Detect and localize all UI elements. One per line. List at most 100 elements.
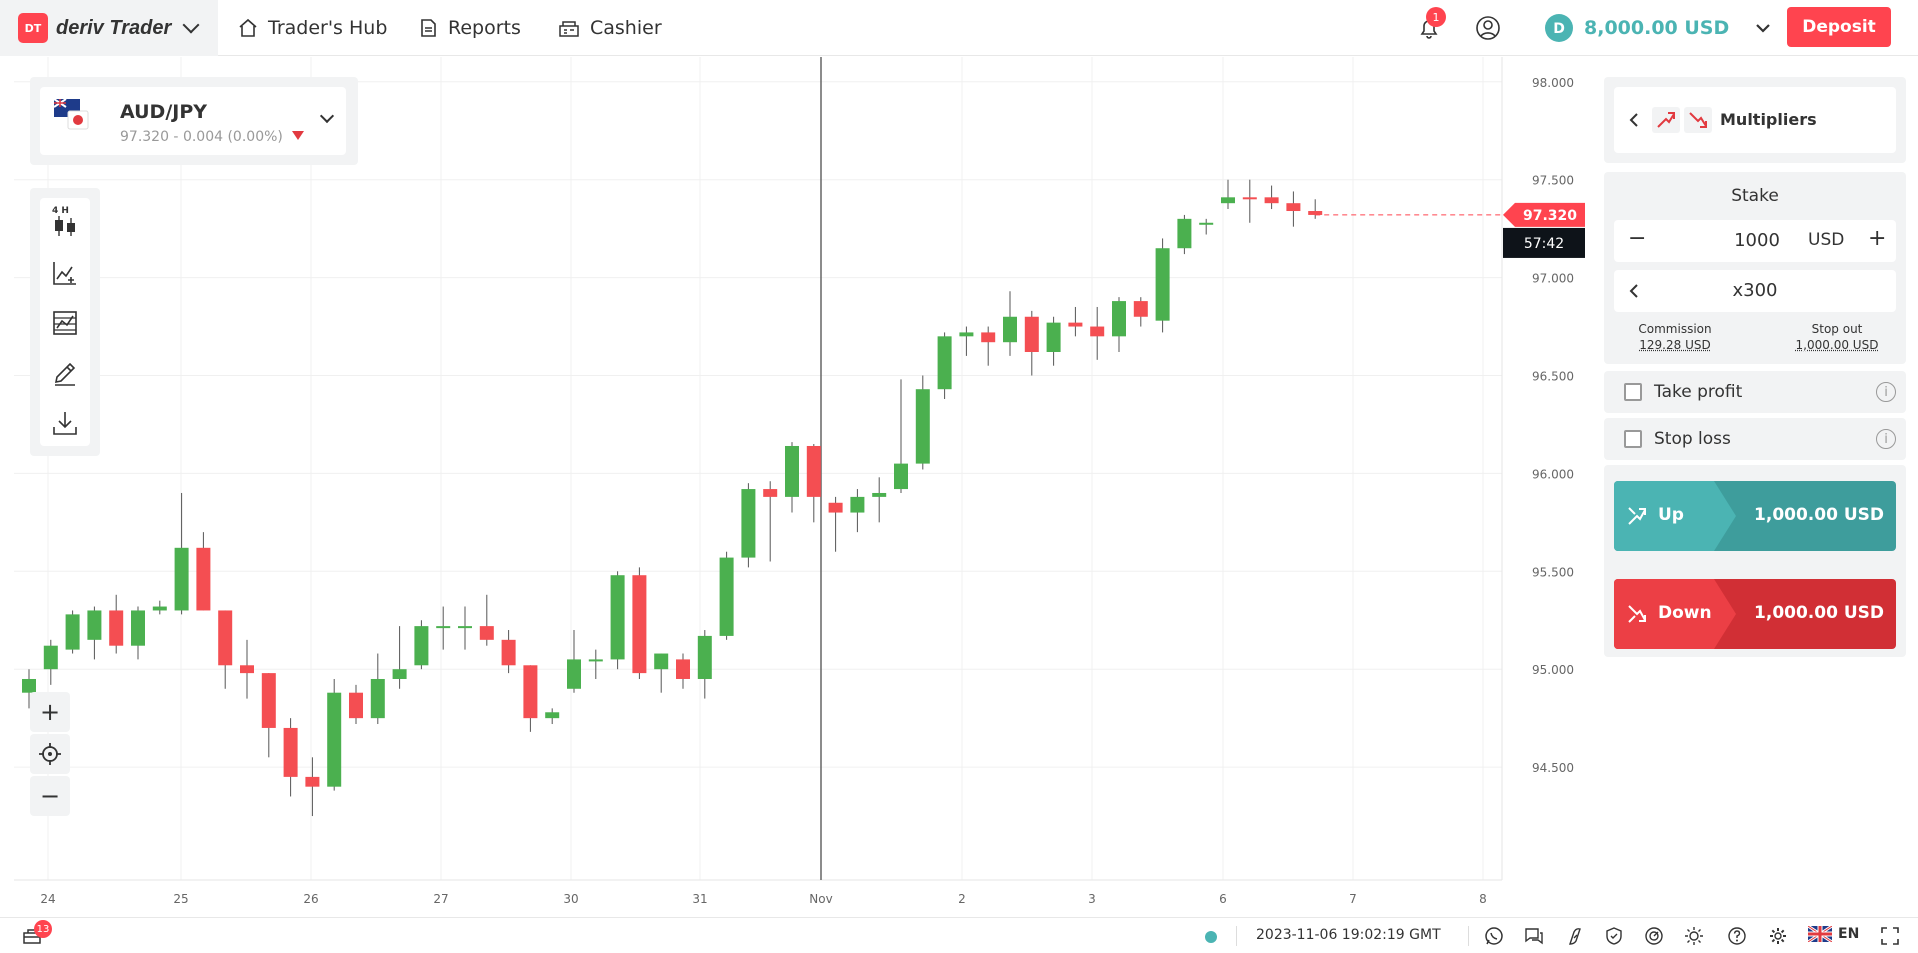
take-profit-label[interactable]: Take profit (1654, 382, 1743, 402)
buy-down-button[interactable]: Down 1,000.00 USD (1614, 579, 1896, 649)
candle-body (327, 692, 342, 787)
candle-body (65, 614, 80, 650)
nav-reports[interactable]: Reports (418, 0, 521, 56)
stake-container: Stake − 1000 USD + x300 Commission 129.2… (1604, 172, 1906, 364)
multiplier-down-icon (1628, 605, 1646, 623)
buy-down-background (1614, 579, 1736, 649)
candle-body (152, 606, 167, 611)
candle-body (763, 489, 778, 497)
account-balance-switcher[interactable]: D 8,000.00 USD (1544, 0, 1773, 56)
contract-type-container: Multipliers (1604, 77, 1906, 163)
candle-body (828, 502, 843, 513)
stake-input[interactable]: 1000 (1734, 230, 1780, 251)
home-icon (239, 18, 257, 37)
x-tick-label: 25 (173, 892, 188, 906)
candle-body (632, 575, 647, 674)
gauge-icon[interactable] (1644, 926, 1664, 946)
notification-badge: 1 (1426, 7, 1446, 27)
price-chart[interactable]: 98.000 97.500 97.000 96.500 96.000 95.500 95.0… (0, 57, 1600, 917)
candle-body (501, 639, 516, 666)
candle-body (1199, 222, 1214, 225)
y-tick-label: 95.000 (1532, 663, 1574, 677)
price-down-icon (292, 131, 305, 140)
stop-loss-label[interactable]: Stop loss (1654, 429, 1731, 449)
x-tick-label: 6 (1219, 892, 1227, 906)
multiplier-selector[interactable]: x300 (1614, 270, 1896, 312)
divider (1236, 926, 1237, 946)
zoom-in-button[interactable]: + (30, 692, 70, 732)
take-profit-checkbox[interactable] (1624, 383, 1642, 401)
templates-button[interactable] (50, 308, 80, 338)
stake-increase-button[interactable]: + (1868, 226, 1887, 251)
theme-sun-icon[interactable] (1684, 926, 1704, 946)
candle-body (196, 547, 211, 611)
chevron-left-icon[interactable] (1628, 112, 1640, 128)
symbol-selector-container: AUD/JPY 97.320 - 0.004 (0.00%) (30, 77, 358, 165)
download-button[interactable] (50, 408, 80, 438)
candle-body (719, 557, 734, 636)
y-tick-label: 96.000 (1532, 467, 1574, 481)
whatsapp-icon[interactable] (1484, 926, 1504, 946)
nav-label: Trader's Hub (268, 17, 388, 39)
candle-body (588, 659, 603, 662)
account-button[interactable] (1474, 0, 1502, 56)
candle-body (785, 445, 799, 497)
responsible-trading-icon[interactable] (1564, 926, 1584, 946)
nav-cashier[interactable]: Cashier (558, 0, 662, 56)
candle-body (1177, 218, 1192, 249)
symbol-selector[interactable]: AUD/JPY 97.320 - 0.004 (0.00%) (40, 87, 346, 155)
download-icon (53, 412, 77, 435)
candle-body (1090, 326, 1105, 337)
multiplier-up-icon (1652, 107, 1680, 133)
stake-currency: USD (1808, 230, 1845, 250)
account-balance: 8,000.00 USD (1584, 17, 1730, 39)
y-tick-label: 97.000 (1532, 272, 1574, 286)
stake-decrease-button[interactable]: − (1628, 226, 1647, 251)
candle-body (545, 712, 560, 719)
buy-down-label: Down (1658, 603, 1712, 623)
contract-type-selector[interactable]: Multipliers (1614, 87, 1896, 153)
app-switcher[interactable]: DT deriv Trader (0, 0, 218, 56)
buy-up-button[interactable]: Up 1,000.00 USD (1614, 481, 1896, 551)
positions-badge: 13 (34, 920, 52, 938)
y-tick-label: 95.500 (1532, 565, 1574, 579)
nav-traders-hub[interactable]: Trader's Hub (238, 0, 387, 56)
language-selector[interactable]: EN (1808, 926, 1859, 942)
footer: 13 2023-11-06 19:02:19 GMT EN (0, 917, 1918, 953)
x-tick-label: 27 (433, 892, 448, 906)
svg-text:D: D (1553, 21, 1565, 37)
purchase-container: Up 1,000.00 USD Down 1,000.00 USD (1604, 465, 1906, 657)
server-time: 2023-11-06 19:02:19 GMT (1256, 927, 1441, 943)
chart-type-button[interactable]: 4 H (50, 206, 80, 236)
buy-up-label: Up (1658, 505, 1684, 525)
countdown-label: 57:42 (1524, 236, 1564, 252)
zoom-out-button[interactable]: − (30, 776, 70, 816)
buy-down-amount: 1,000.00 USD (1754, 603, 1884, 623)
drawing-tools-button[interactable] (50, 358, 80, 388)
help-icon[interactable] (1727, 926, 1747, 946)
crosshair-button[interactable] (30, 734, 70, 774)
indicators-button[interactable] (50, 258, 80, 288)
info-icon[interactable]: i (1876, 429, 1896, 449)
shield-check-icon[interactable] (1604, 926, 1624, 946)
nav-label: Cashier (590, 17, 662, 39)
top-bar: DT deriv Trader Trader's Hub Reports Cas… (0, 0, 1918, 56)
crosshair-icon (39, 743, 61, 765)
stop-out-label: Stop out (1811, 322, 1863, 336)
cashier-icon (559, 21, 579, 37)
candle-body (1155, 248, 1170, 321)
multiplier-down-icon (1684, 107, 1712, 133)
candle-body (894, 463, 908, 490)
settings-gear-icon[interactable] (1768, 926, 1788, 946)
candle-body (1286, 203, 1301, 212)
candle-body (283, 727, 298, 777)
live-chat-icon[interactable] (1524, 926, 1544, 946)
multiplier-value: x300 (1732, 280, 1778, 301)
zoom-in-icon: + (39, 698, 61, 726)
app-name: deriv Trader (56, 16, 172, 39)
stop-loss-checkbox[interactable] (1624, 430, 1642, 448)
deposit-button[interactable]: Deposit (1787, 7, 1891, 47)
buy-up-amount: 1,000.00 USD (1754, 505, 1884, 525)
fullscreen-icon[interactable] (1880, 926, 1900, 946)
info-icon[interactable]: i (1876, 382, 1896, 402)
